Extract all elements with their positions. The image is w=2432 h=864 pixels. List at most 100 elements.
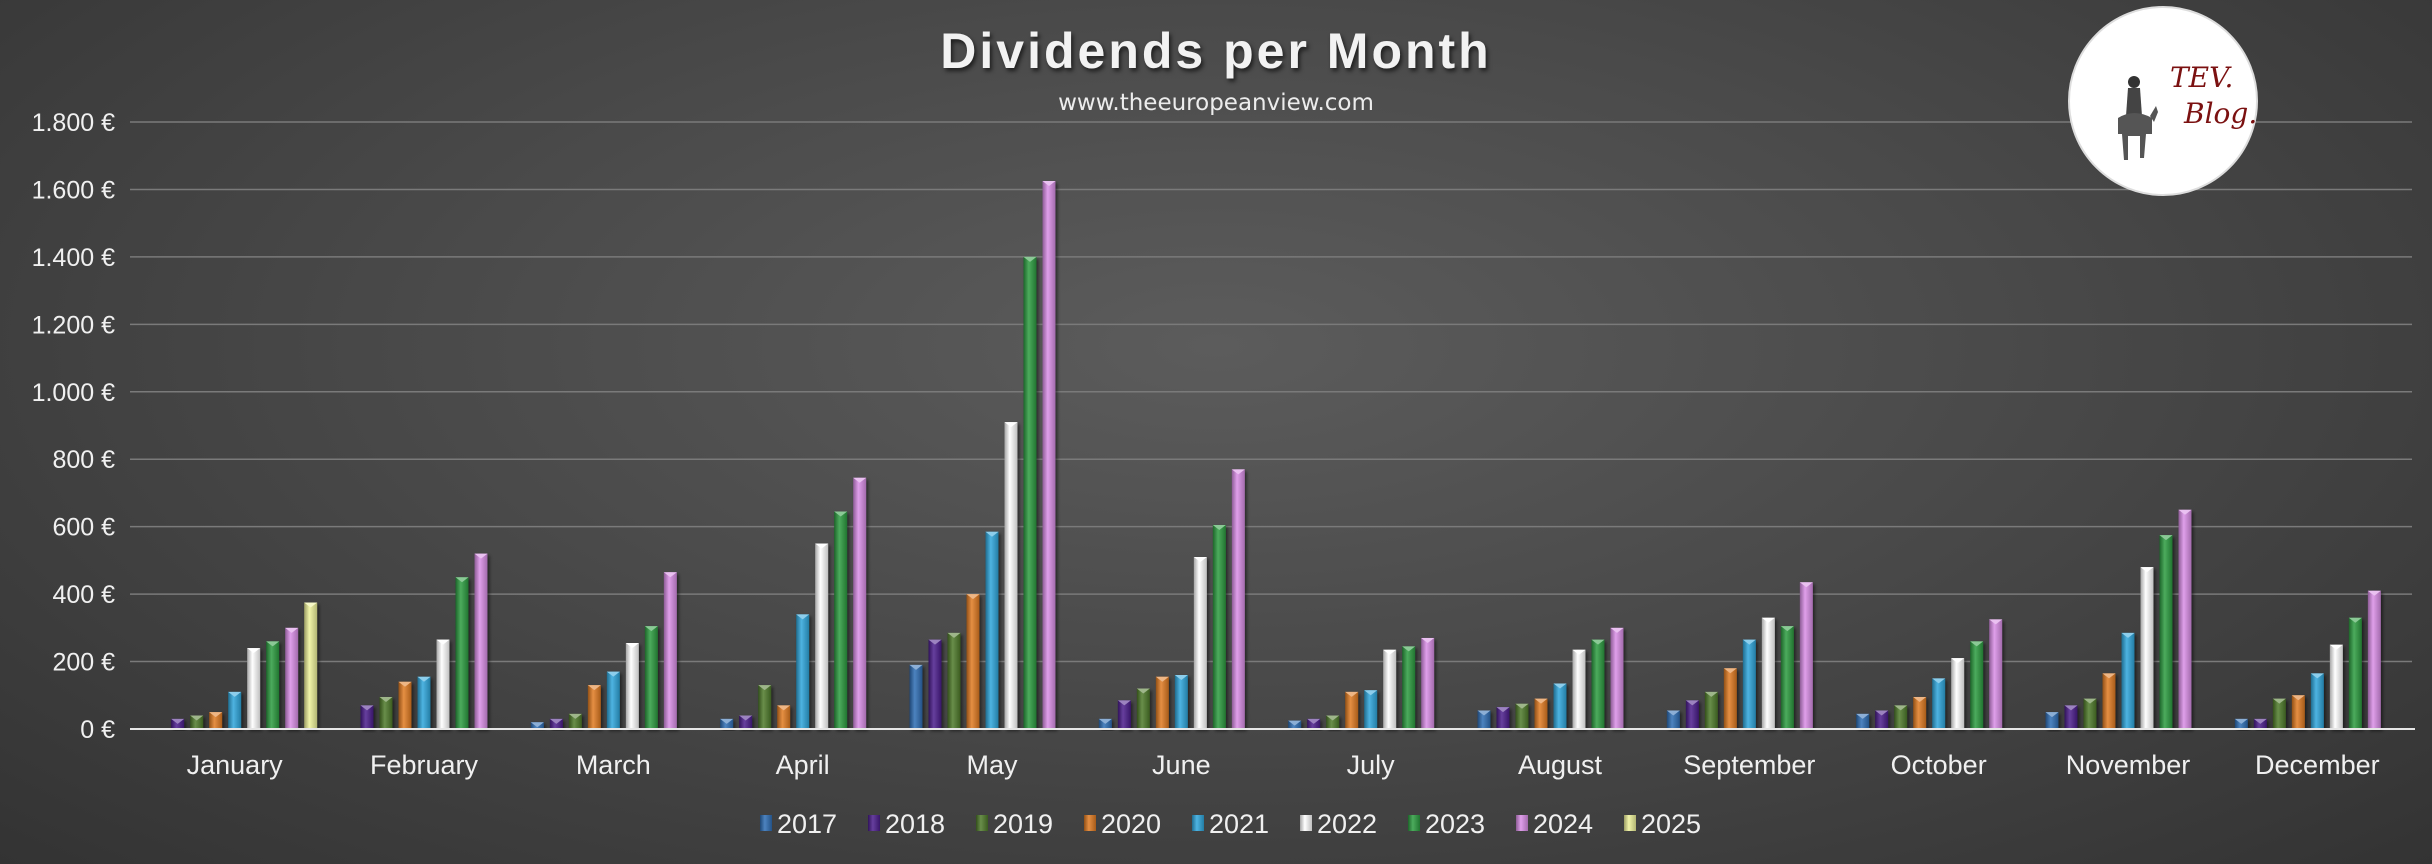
bar xyxy=(1136,688,1150,729)
bar-cap xyxy=(796,614,810,620)
bar xyxy=(606,671,620,729)
bar xyxy=(360,705,374,729)
bar xyxy=(834,511,848,729)
bar xyxy=(1155,676,1169,729)
bar-cap xyxy=(985,531,999,537)
bar-cap xyxy=(1402,646,1416,652)
legend-marker xyxy=(868,815,880,831)
bar-cap xyxy=(1666,710,1680,716)
bar-cap xyxy=(1136,688,1150,694)
bar xyxy=(1856,713,1870,729)
bar-cap xyxy=(1989,619,2003,625)
bar-cap xyxy=(530,722,544,728)
bar-cap xyxy=(379,696,393,702)
y-tick-label: 0 € xyxy=(80,716,115,744)
y-tick-label: 1.200 € xyxy=(32,311,116,339)
bar xyxy=(1932,678,1946,729)
bar xyxy=(1117,700,1131,729)
bar-cap xyxy=(209,712,223,718)
bar xyxy=(2329,644,2343,729)
x-tick-label: January xyxy=(187,750,284,780)
x-tick-label: April xyxy=(776,750,830,780)
bar xyxy=(587,685,601,729)
bar-cap xyxy=(966,594,980,600)
bar xyxy=(1004,422,1018,729)
bar xyxy=(1477,710,1491,729)
bar xyxy=(1666,710,1680,729)
bar-cap xyxy=(1364,690,1378,696)
bar-cap xyxy=(398,681,412,687)
bar-cap xyxy=(1421,637,1435,643)
bar-cap xyxy=(2159,535,2173,541)
x-tick-label: November xyxy=(2066,750,2191,780)
legend-marker xyxy=(760,815,772,831)
bar-cap xyxy=(1288,720,1302,726)
bar-cap xyxy=(2140,567,2154,573)
bar xyxy=(966,594,980,729)
horse-rider-icon xyxy=(2118,76,2158,160)
bar-cap xyxy=(2367,590,2381,596)
bar-cap xyxy=(2045,712,2059,718)
bar xyxy=(436,639,450,729)
bar-cap xyxy=(853,477,867,483)
x-tick-label: March xyxy=(576,750,651,780)
gridlines xyxy=(130,121,2412,663)
bar-cap xyxy=(549,718,563,724)
bar-cap xyxy=(739,715,753,721)
bar xyxy=(1780,626,1794,729)
bar xyxy=(947,632,961,729)
bar xyxy=(2159,535,2173,729)
bar xyxy=(985,531,999,729)
bar xyxy=(2178,509,2192,729)
bar-cap xyxy=(909,664,923,670)
bar xyxy=(1212,524,1226,729)
x-tick-label: May xyxy=(966,750,1018,780)
legend-label: 2022 xyxy=(1317,809,1377,839)
bar xyxy=(1875,710,1889,729)
bar-cap xyxy=(247,648,261,654)
bar xyxy=(1421,637,1435,729)
bar xyxy=(398,681,412,729)
bar xyxy=(474,553,488,729)
bar-cap xyxy=(304,602,318,608)
bar xyxy=(1534,698,1548,729)
bar xyxy=(2045,712,2059,729)
bar-cap xyxy=(1704,691,1718,697)
bar-cap xyxy=(625,643,639,649)
bar-cap xyxy=(2310,673,2324,679)
bar-cap xyxy=(2178,509,2192,515)
bar xyxy=(720,718,734,729)
bar xyxy=(190,715,204,729)
bar xyxy=(815,543,829,729)
bar xyxy=(568,713,582,729)
bar xyxy=(625,643,639,729)
legend-marker xyxy=(1408,815,1420,831)
x-tick-label: September xyxy=(1683,750,1815,780)
bars xyxy=(171,181,2381,729)
x-tick-label: December xyxy=(2255,750,2380,780)
bar-cap xyxy=(720,718,734,724)
bar-cap xyxy=(190,715,204,721)
bar xyxy=(1704,691,1718,729)
bar-cap xyxy=(1572,649,1586,655)
bar xyxy=(549,718,563,729)
bar xyxy=(1345,691,1359,729)
bar xyxy=(2064,705,2078,729)
bar xyxy=(1326,715,1340,729)
legend-marker xyxy=(1624,815,1636,831)
bar-cap xyxy=(1723,668,1737,674)
y-tick-label: 1.800 € xyxy=(32,109,116,137)
bar xyxy=(2083,698,2097,729)
bar xyxy=(1685,700,1699,729)
bar-cap xyxy=(2083,698,2097,704)
bar-cap xyxy=(606,671,620,677)
blog-logo: TEV. Blog. xyxy=(2068,6,2258,196)
y-tick-label: 400 € xyxy=(52,581,115,609)
bar-cap xyxy=(266,641,280,647)
bar-cap xyxy=(2064,705,2078,711)
bar xyxy=(2367,590,2381,729)
bar-cap xyxy=(2291,695,2305,701)
logo-line-2: Blog. xyxy=(2184,97,2258,130)
bar xyxy=(1742,639,1756,729)
y-tick-label: 200 € xyxy=(52,649,115,677)
